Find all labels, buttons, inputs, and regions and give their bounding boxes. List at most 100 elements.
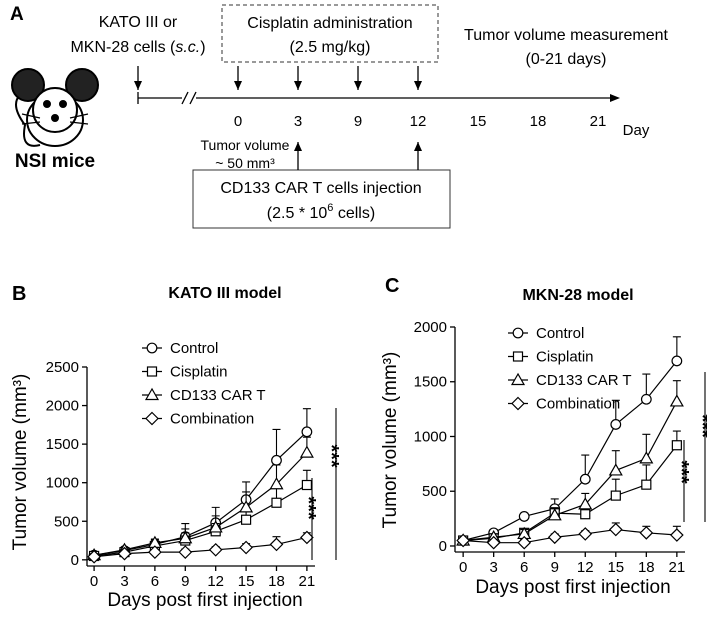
data-point: [301, 479, 312, 491]
panel-label: A: [10, 4, 24, 25]
data-point: [269, 537, 284, 552]
arrow-head: [294, 81, 302, 90]
mouse-icon: [11, 68, 99, 147]
mice-label: NSI mice: [15, 151, 95, 172]
series-line: [463, 401, 678, 542]
measurement-text: Tumor volume measurement: [464, 27, 668, 44]
y-tick-label: 1500: [414, 374, 447, 391]
cisplatin-box: [221, 4, 439, 63]
data-point: [178, 545, 193, 559]
data-point: [608, 463, 623, 476]
y-tick-label: 500: [54, 513, 79, 530]
timeline: [137, 91, 612, 105]
x-tick-label: 9: [181, 573, 189, 590]
y-tick-label: 2500: [46, 359, 79, 376]
significance-label: ***: [320, 444, 342, 468]
data-point: [547, 508, 562, 521]
injection-text: cells): [333, 205, 375, 222]
arrow-head: [354, 81, 362, 90]
x-tick-label: 12: [577, 559, 594, 576]
injection-box: [192, 169, 451, 229]
legend-label: Cisplatin: [170, 364, 228, 381]
legend-label: Control: [536, 325, 584, 342]
data-point: [239, 540, 253, 555]
data-point: [271, 454, 282, 466]
data-point: [578, 497, 593, 510]
data-point: [671, 440, 682, 451]
data-point: [301, 426, 313, 438]
data-point: [579, 473, 591, 485]
data-point: [239, 500, 254, 513]
timeline-label: 18: [530, 113, 547, 130]
y-tick-label: 2000: [46, 398, 79, 415]
timeline-label: 15: [470, 113, 487, 130]
timeline-label: 21: [590, 113, 607, 130]
cells-text: s.c.: [175, 39, 200, 56]
y-axis-label: Tumor volume (mm³): [380, 352, 401, 529]
cisplatin-text: (2.5 mg/kg): [290, 39, 371, 56]
legend-marker: [512, 351, 524, 362]
tumor-volume-text: Tumor volume: [201, 137, 290, 153]
y-tick-label: 1000: [414, 428, 447, 445]
data-point: [299, 445, 314, 458]
legend-marker: [511, 396, 525, 411]
data-point: [580, 509, 591, 520]
x-tick-label: 3: [490, 559, 498, 576]
x-tick-label: 0: [459, 559, 467, 576]
x-tick-label: 12: [207, 573, 224, 590]
day-label: Day: [623, 122, 650, 139]
y-tick-label: 2000: [414, 319, 447, 336]
data-point: [87, 549, 101, 564]
x-tick-label: 21: [669, 559, 686, 576]
tumor-volume-text: ~ 50 mm³: [215, 155, 275, 171]
legend-label: Control: [170, 340, 218, 357]
measurement-text: (0-21 days): [526, 51, 607, 68]
data-point: [608, 522, 623, 537]
cells-text: MKN-28 cells (: [70, 39, 176, 56]
data-point: [578, 527, 593, 541]
injection-text: 6: [327, 202, 333, 214]
injection-text: (2.5 * 10: [267, 205, 328, 222]
x-axis-label: Days post first injection: [475, 577, 670, 598]
legend-label: Combination: [536, 396, 620, 413]
x-tick-label: 3: [120, 573, 128, 590]
data-point: [300, 530, 314, 545]
y-axis-label: Tumor volume (mm³): [10, 374, 31, 551]
data-point: [639, 525, 654, 540]
panel-label: B: [12, 283, 26, 305]
x-tick-label: 18: [268, 573, 285, 590]
x-tick-label: 0: [90, 573, 98, 590]
panel-label: C: [385, 275, 399, 297]
data-point: [208, 520, 223, 533]
x-tick-label: 15: [607, 559, 624, 576]
x-tick-label: 21: [299, 573, 316, 590]
arrow-head: [414, 81, 422, 90]
timeline-label: 3: [294, 113, 302, 130]
legend-label: CD133 CAR T: [536, 372, 632, 389]
data-point: [669, 394, 684, 407]
significance-label: ***: [691, 414, 707, 438]
chart-title: MKN-28 model: [522, 287, 633, 304]
x-tick-label: 6: [520, 559, 528, 576]
data-point: [671, 355, 683, 367]
cisplatin-text: Cisplatin administration: [247, 15, 412, 32]
y-tick-label: 0: [439, 538, 447, 555]
data-point: [456, 533, 470, 548]
data-point: [517, 535, 532, 550]
significance-label: ***: [670, 460, 692, 484]
data-point: [208, 542, 223, 557]
data-point: [269, 477, 284, 490]
data-point: [486, 535, 501, 550]
data-point: [271, 497, 282, 508]
significance-label: ***: [297, 496, 319, 520]
cells-text: ): [200, 39, 205, 56]
legend-label: Cisplatin: [536, 349, 594, 366]
injection-text: (2.5 * 106 cells): [267, 202, 375, 222]
x-tick-label: 18: [638, 559, 655, 576]
arrow-head: [294, 142, 302, 151]
legend-marker: [146, 366, 158, 377]
arrow-head: [134, 81, 142, 90]
arrow-head: [234, 81, 242, 90]
data-point: [178, 531, 193, 544]
